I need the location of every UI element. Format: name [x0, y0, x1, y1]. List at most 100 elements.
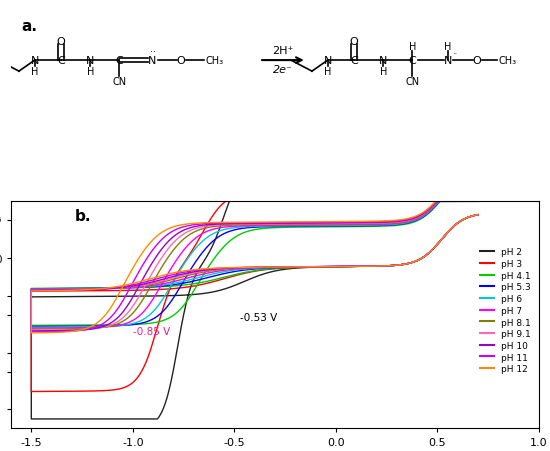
- pH 8.1: [348, 264, 354, 270]
- pH 7: [475, 199, 481, 205]
- pH 7: [334, 223, 340, 228]
- pH 9.1: [475, 199, 481, 205]
- Text: H: H: [409, 42, 416, 52]
- Text: O: O: [57, 37, 65, 47]
- pH 7: [28, 326, 35, 331]
- pH 5.3: [140, 285, 146, 290]
- pH 6: [475, 212, 481, 218]
- pH 2: [475, 199, 481, 205]
- pH 4.1: [285, 265, 292, 271]
- pH 6: [334, 223, 340, 229]
- pH 7: [89, 286, 95, 292]
- Text: O: O: [472, 56, 481, 66]
- pH 2: [379, 199, 386, 205]
- pH 8.1: [334, 222, 340, 227]
- pH 2: [89, 294, 95, 299]
- pH 6: [379, 223, 386, 228]
- Text: N: N: [31, 56, 39, 66]
- Line: pH 9.1: pH 9.1: [31, 202, 478, 330]
- pH 11: [28, 329, 35, 335]
- pH 2: [334, 199, 340, 205]
- pH 4.1: [89, 285, 95, 291]
- Line: pH 12: pH 12: [31, 202, 478, 333]
- Text: -0.85 V: -0.85 V: [133, 326, 170, 336]
- pH 3: [475, 199, 481, 205]
- Text: C: C: [350, 56, 358, 66]
- Text: O: O: [177, 56, 185, 66]
- pH 5.3: [89, 286, 95, 291]
- Line: pH 10: pH 10: [31, 202, 478, 331]
- pH 12: [334, 219, 340, 225]
- pH 2: [348, 264, 354, 270]
- pH 7: [475, 212, 481, 218]
- pH 10: [140, 282, 146, 287]
- pH 7: [140, 284, 146, 290]
- Legend: pH 2, pH 3, pH 4.1, pH 5.3, pH 6, pH 7, pH 8.1, pH 9.1, pH 10, pH 11, pH 12: pH 2, pH 3, pH 4.1, pH 5.3, pH 6, pH 7, …: [477, 244, 535, 377]
- pH 6: [140, 285, 146, 290]
- Text: C: C: [57, 56, 65, 66]
- pH 11: [475, 199, 481, 205]
- pH 11: [140, 281, 146, 286]
- pH 12: [475, 212, 481, 218]
- pH 7: [379, 222, 386, 227]
- Text: ··: ··: [150, 47, 156, 57]
- Line: pH 4.1: pH 4.1: [31, 202, 478, 326]
- Text: O: O: [350, 37, 359, 47]
- pH 12: [475, 199, 481, 205]
- pH 4.1: [140, 285, 146, 290]
- pH 4.1: [475, 199, 481, 205]
- pH 11: [475, 212, 481, 218]
- Line: pH 7: pH 7: [31, 202, 478, 328]
- Text: H: H: [444, 42, 452, 52]
- pH 2: [140, 294, 146, 299]
- pH 7: [348, 264, 354, 270]
- Text: ··: ··: [452, 50, 457, 59]
- Text: CN: CN: [112, 77, 126, 87]
- pH 11: [379, 219, 386, 225]
- pH 6: [348, 264, 354, 270]
- pH 9.1: [379, 221, 386, 226]
- Text: H: H: [31, 67, 38, 77]
- pH 10: [89, 287, 95, 292]
- pH 8.1: [475, 199, 481, 205]
- Text: C: C: [409, 56, 416, 66]
- Text: b.: b.: [74, 209, 91, 224]
- pH 2: [475, 212, 481, 218]
- pH 12: [89, 287, 95, 292]
- pH 9.1: [140, 283, 146, 288]
- pH 9.1: [89, 287, 95, 292]
- pH 12: [140, 278, 146, 284]
- pH 6: [28, 325, 35, 330]
- pH 8.1: [475, 212, 481, 218]
- pH 10: [334, 221, 340, 226]
- pH 5.3: [285, 265, 292, 270]
- pH 11: [334, 220, 340, 226]
- pH 3: [28, 389, 35, 394]
- pH 5.3: [334, 224, 340, 229]
- Text: 2H⁺: 2H⁺: [272, 46, 294, 55]
- Line: pH 8.1: pH 8.1: [31, 202, 478, 329]
- Line: pH 2: pH 2: [31, 202, 478, 419]
- pH 7: [285, 265, 292, 270]
- pH 5.3: [379, 223, 386, 229]
- Text: N: N: [323, 56, 332, 66]
- Text: N: N: [444, 56, 452, 66]
- pH 10: [285, 265, 292, 270]
- pH 12: [348, 264, 354, 270]
- pH 2: [154, 416, 161, 422]
- pH 8.1: [285, 265, 292, 270]
- Line: pH 6: pH 6: [31, 202, 478, 327]
- pH 4.1: [379, 224, 386, 230]
- Line: pH 11: pH 11: [31, 202, 478, 332]
- pH 10: [475, 199, 481, 205]
- Text: CH₃: CH₃: [205, 56, 223, 66]
- pH 5.3: [28, 324, 35, 330]
- Text: -0.53 V: -0.53 V: [240, 312, 278, 322]
- pH 11: [89, 287, 95, 293]
- pH 3: [89, 289, 95, 294]
- pH 10: [28, 328, 35, 334]
- pH 5.3: [475, 212, 481, 218]
- pH 10: [379, 220, 386, 226]
- pH 12: [285, 265, 292, 270]
- pH 12: [28, 330, 35, 336]
